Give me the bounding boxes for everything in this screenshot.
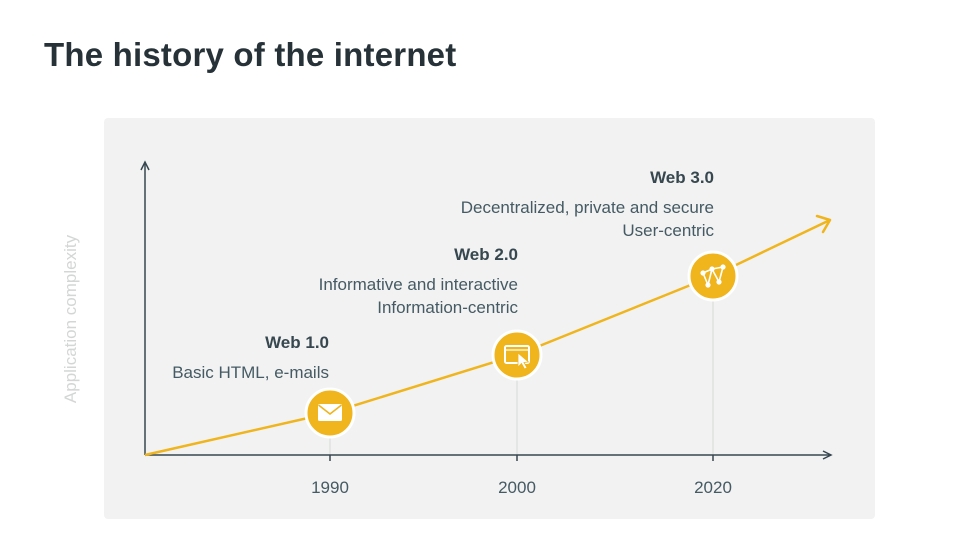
- web1-description-line: Basic HTML, e-mails: [172, 363, 329, 382]
- x-tick-label-2000: 2000: [498, 478, 536, 497]
- x-axis: [145, 450, 833, 460]
- web2-marker: [491, 329, 543, 381]
- web2-title: Web 2.0: [454, 245, 518, 264]
- web1-title: Web 1.0: [265, 333, 329, 352]
- monitor-cursor-icon: [504, 345, 530, 370]
- x-tick-label-2020: 2020: [694, 478, 732, 497]
- network-nodes-icon: [700, 264, 726, 288]
- web3-description-line: User-centric: [622, 221, 714, 240]
- web3-description-line: Decentralized, private and secure: [460, 198, 714, 217]
- diagram-panel: [104, 118, 875, 519]
- x-tick-label-1990: 1990: [311, 478, 349, 497]
- page-title: The history of the internet: [44, 36, 457, 73]
- y-axis: [140, 160, 150, 455]
- web3-marker: [687, 250, 739, 302]
- web3-annotation: Web 3.0 Decentralized, private and secur…: [461, 168, 714, 242]
- web1-marker: [304, 387, 356, 439]
- web1-annotation: Web 1.0 Basic HTML, e-mails: [172, 333, 329, 384]
- web2-description-line: Information-centric: [377, 298, 518, 317]
- web2-description-line: Informative and interactive: [318, 275, 518, 294]
- web3-title: Web 3.0: [650, 168, 714, 187]
- envelope-icon: [318, 404, 342, 421]
- web2-annotation: Web 2.0 Informative and interactive Info…: [319, 245, 518, 319]
